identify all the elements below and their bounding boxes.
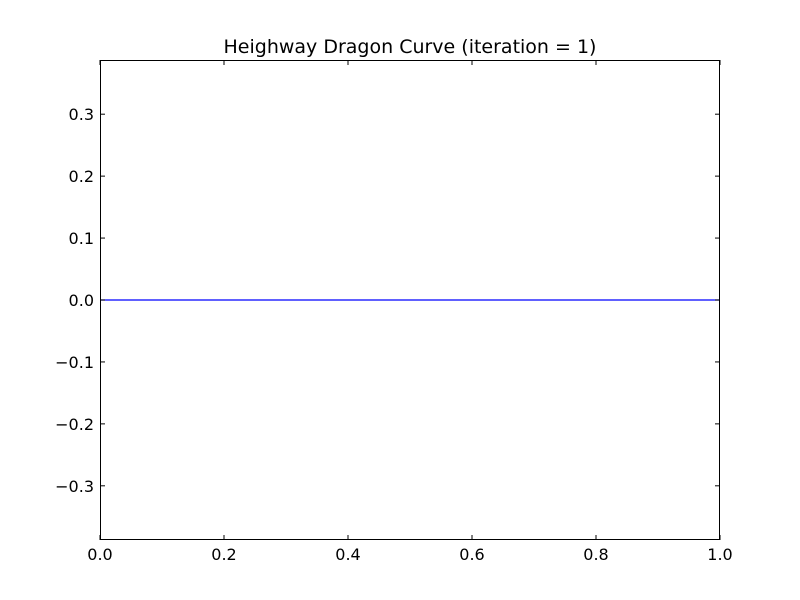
x-tick-label: 0.4 [335, 545, 360, 564]
x-tick-label: 0.8 [583, 545, 608, 564]
y-tick-label: 0.1 [69, 229, 94, 248]
x-tick-label: 0.0 [87, 545, 112, 564]
y-tick-label: −0.3 [55, 477, 94, 496]
x-tick-label: 0.6 [459, 545, 484, 564]
y-tick-label: 0.3 [69, 105, 94, 124]
chart-title: Heighway Dragon Curve (iteration = 1) [224, 36, 597, 58]
y-tick-label: 0.0 [69, 291, 94, 310]
y-tick-label: −0.1 [55, 353, 94, 372]
x-axis: 0.0 0.2 0.4 0.6 0.8 1.0 [87, 60, 733, 564]
y-tick-label: −0.2 [55, 415, 94, 434]
x-tick-label: 0.2 [211, 545, 236, 564]
y-axis: 0.3 0.2 0.1 0.0 −0.1 −0.2 −0.3 [55, 105, 720, 496]
x-tick-label: 1.0 [707, 545, 732, 564]
y-tick-label: 0.2 [69, 167, 94, 186]
